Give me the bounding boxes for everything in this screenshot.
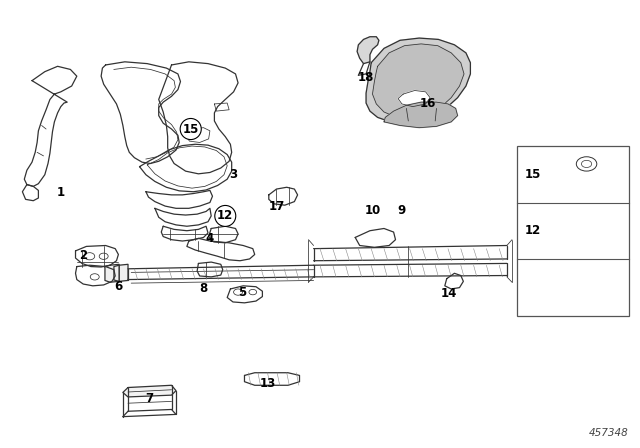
Text: 15: 15 [525, 168, 541, 181]
Text: 2: 2 [79, 249, 87, 262]
Text: 12: 12 [217, 209, 234, 223]
Text: 15: 15 [182, 122, 199, 136]
Text: 10: 10 [364, 204, 381, 217]
Polygon shape [366, 38, 470, 123]
Text: 17: 17 [268, 199, 285, 213]
Polygon shape [114, 264, 128, 281]
Text: 7: 7 [145, 392, 153, 405]
Bar [517, 146, 629, 316]
Text: 9: 9 [398, 204, 406, 217]
Polygon shape [357, 37, 379, 64]
Polygon shape [384, 102, 458, 128]
Text: 14: 14 [441, 287, 458, 300]
Text: 5: 5 [238, 285, 246, 299]
Text: 13: 13 [259, 376, 276, 390]
Text: 6: 6 [115, 280, 122, 293]
Circle shape [577, 157, 597, 171]
Text: 1: 1 [57, 186, 65, 199]
Text: 3: 3 [230, 168, 237, 181]
Text: 4: 4 [206, 232, 214, 245]
Text: 12: 12 [525, 224, 541, 237]
Polygon shape [372, 44, 464, 119]
Polygon shape [529, 276, 620, 289]
Text: 16: 16 [419, 96, 436, 110]
Text: 8: 8 [200, 282, 207, 296]
Text: 18: 18 [358, 70, 374, 84]
Polygon shape [123, 385, 176, 397]
Polygon shape [105, 264, 119, 282]
Text: 457348: 457348 [589, 428, 628, 438]
Polygon shape [398, 90, 430, 107]
Polygon shape [529, 283, 620, 296]
